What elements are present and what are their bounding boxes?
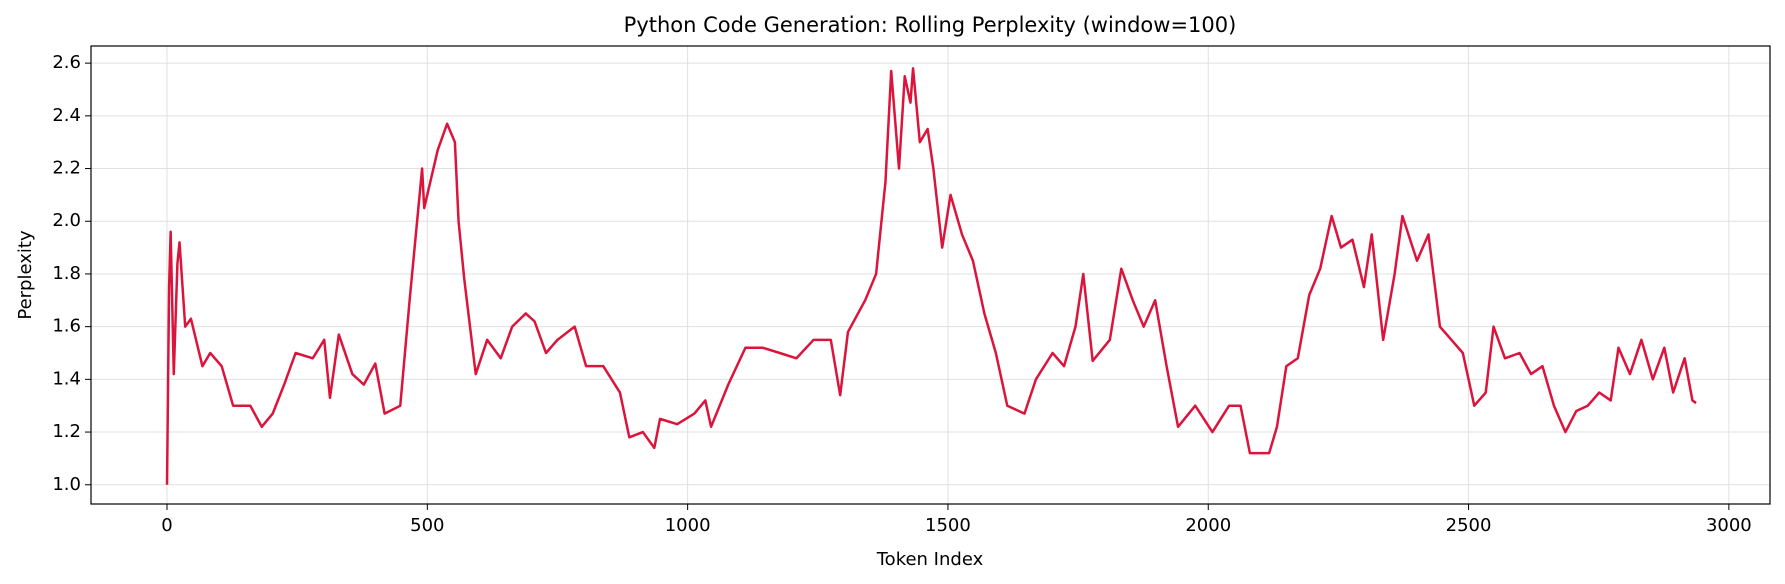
x-tick-label: 500: [410, 515, 444, 536]
x-tick-label: 0: [161, 515, 172, 536]
x-tick-label: 2500: [1446, 515, 1492, 536]
x-axis-label: Token Index: [876, 549, 984, 570]
x-tick-label: 1500: [925, 515, 971, 536]
x-tick-label: 3000: [1706, 515, 1752, 536]
y-tick-label: 2.6: [52, 52, 81, 73]
y-tick-label: 1.8: [52, 263, 81, 284]
chart-title: Python Code Generation: Rolling Perplexi…: [624, 13, 1237, 37]
y-tick-label: 1.6: [52, 316, 81, 337]
y-tick-label: 1.2: [52, 421, 81, 442]
data-line: [165, 67, 1697, 485]
plot-frame: [90, 45, 1771, 505]
y-tick-label: 2.2: [52, 158, 81, 179]
y-tick-label: 1.4: [52, 368, 81, 389]
y-tick-label: 1.0: [52, 474, 81, 495]
y-tick-label: 2.4: [52, 105, 81, 126]
y-tick-label: 2.0: [52, 210, 81, 231]
x-tick-label: 1000: [665, 515, 711, 536]
y-axis-label: Perplexity: [15, 230, 36, 320]
x-tick-label: 2000: [1185, 515, 1231, 536]
